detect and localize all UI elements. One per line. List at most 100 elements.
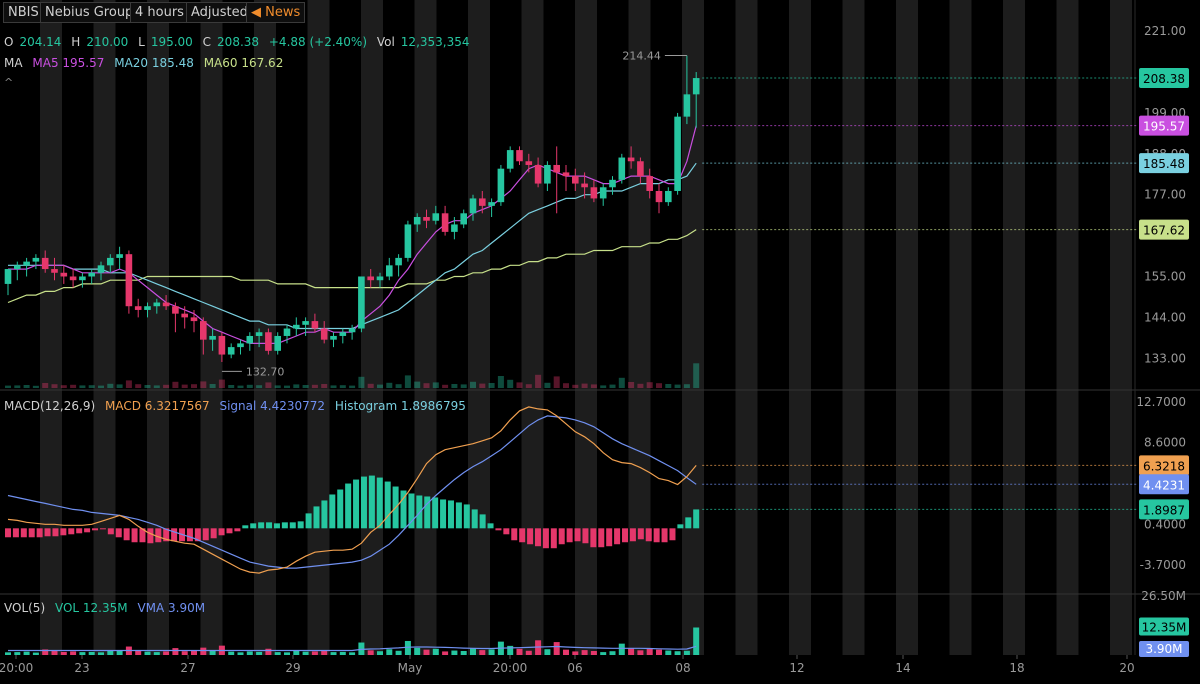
volume-bar — [609, 651, 616, 655]
macd-histogram-bar — [455, 502, 462, 529]
volume-overlay-bar — [228, 385, 235, 388]
volume-overlay-bar — [423, 383, 430, 388]
candle-body — [190, 317, 198, 322]
candle-body — [674, 116, 681, 191]
macd-histogram-bar — [345, 483, 352, 529]
volume-overlay-bar — [414, 381, 421, 388]
volume-label: Vol — [376, 35, 395, 49]
volume-overlay-bar — [656, 383, 662, 388]
candle — [209, 328, 216, 351]
volume-bar — [525, 650, 532, 655]
volume-overlay-bar — [563, 383, 569, 388]
candle — [246, 332, 254, 351]
volume-overlay-bar — [516, 382, 523, 388]
macd-histogram-bar — [606, 528, 613, 547]
macd-legend[interactable]: MACD(12,26,9) MACD 6.3217567 Signal 4.42… — [4, 399, 472, 413]
macd-histogram-bar — [645, 528, 652, 542]
volume-overlay-bar — [442, 384, 449, 388]
volume-overlay-bar — [135, 384, 142, 388]
candle — [255, 328, 263, 348]
macd-histogram-bar — [281, 522, 288, 529]
macd-histogram-bar — [218, 528, 225, 536]
candle-body — [283, 328, 291, 336]
histogram-badge-bg — [1139, 499, 1189, 520]
volume-overlay-bar — [302, 385, 309, 388]
company-name-chip[interactable]: Nebius Group — [40, 2, 139, 23]
candle — [23, 257, 30, 277]
volume-bar — [330, 652, 337, 655]
price-tick-label: 133.00 — [1144, 351, 1186, 365]
volume-bar — [386, 649, 393, 655]
volume-bar — [209, 650, 216, 655]
candle-body — [562, 172, 570, 177]
change-value: +4.88 (+2.40%) — [268, 35, 368, 49]
volume-overlay-bar — [23, 385, 30, 388]
volume-overlay-bar — [107, 383, 114, 388]
volume-bar — [144, 651, 151, 655]
macd-histogram-bar — [590, 528, 597, 548]
vma-line — [8, 645, 697, 652]
candle-body — [153, 302, 161, 307]
candle — [404, 220, 412, 262]
macd-histogram-bar — [677, 524, 684, 529]
macd-histogram-bar — [12, 528, 19, 538]
volume-overlay-bar — [544, 382, 551, 388]
macd-histogram-bar — [194, 528, 201, 542]
low-marker-label: 132.70 — [246, 365, 285, 378]
candle-body — [534, 164, 542, 184]
candle — [655, 183, 663, 214]
macd-histogram-bar — [408, 493, 415, 529]
macd-histogram-bar — [527, 528, 534, 545]
macd-histogram-bar — [400, 490, 407, 529]
volume-bar — [116, 650, 123, 655]
candle — [665, 187, 672, 206]
candle-body — [572, 176, 579, 184]
low-label: L — [138, 35, 145, 49]
volume-bar — [79, 652, 86, 655]
candle-body — [683, 94, 691, 117]
volume-overlay-bar — [349, 385, 356, 388]
session-band — [575, 0, 597, 655]
candle-body — [181, 313, 188, 318]
candle — [190, 309, 198, 333]
candle-body — [544, 164, 551, 184]
candle — [506, 146, 514, 173]
macd-histogram-bar — [503, 528, 510, 535]
x-tick-label: 23 — [74, 661, 89, 675]
macd-histogram-bar — [226, 528, 233, 534]
macd-histogram-bar — [511, 528, 518, 541]
volume-bar — [553, 642, 560, 655]
session-band — [1003, 0, 1025, 655]
macd-histogram-bar — [321, 500, 328, 529]
candle-body — [451, 224, 458, 232]
candle — [376, 272, 384, 288]
candle — [386, 257, 393, 281]
volume-overlay-bar — [600, 385, 607, 388]
histogram-badge: 1.8987 — [1143, 503, 1185, 517]
candle-body — [162, 302, 170, 307]
macd-histogram-bar — [519, 528, 526, 543]
macd-line-legend: MACD 6.3217567 — [104, 399, 210, 413]
collapse-chevron-icon[interactable]: ^ — [4, 76, 14, 89]
adjust-chip[interactable]: Adjusted — [186, 2, 253, 23]
candle — [79, 272, 86, 288]
macd-histogram-bar — [693, 509, 700, 529]
candle-body — [395, 257, 402, 266]
volume-legend[interactable]: VOL(5) VOL 12.35M VMA 3.90M — [4, 601, 211, 615]
candle-body — [32, 257, 40, 262]
volume-overlay-bar — [32, 385, 39, 388]
macd-histogram-bar — [273, 523, 280, 529]
interval-chip[interactable]: 4 hours — [130, 2, 189, 23]
volume-overlay-bar — [404, 375, 411, 388]
candle-body — [246, 335, 254, 344]
volume-bar — [98, 652, 104, 655]
candle — [125, 250, 133, 314]
news-chip[interactable]: ◀ News — [246, 2, 306, 23]
symbol-chip[interactable]: NBIS — [3, 2, 44, 23]
macd-histogram-bar — [163, 528, 170, 542]
volume-bar — [442, 651, 449, 655]
volume-bar — [14, 652, 21, 655]
volume-bar — [432, 648, 439, 655]
ma-legend[interactable]: MA MA5 195.57 MA20 185.48 MA60 167.62 — [4, 56, 289, 70]
